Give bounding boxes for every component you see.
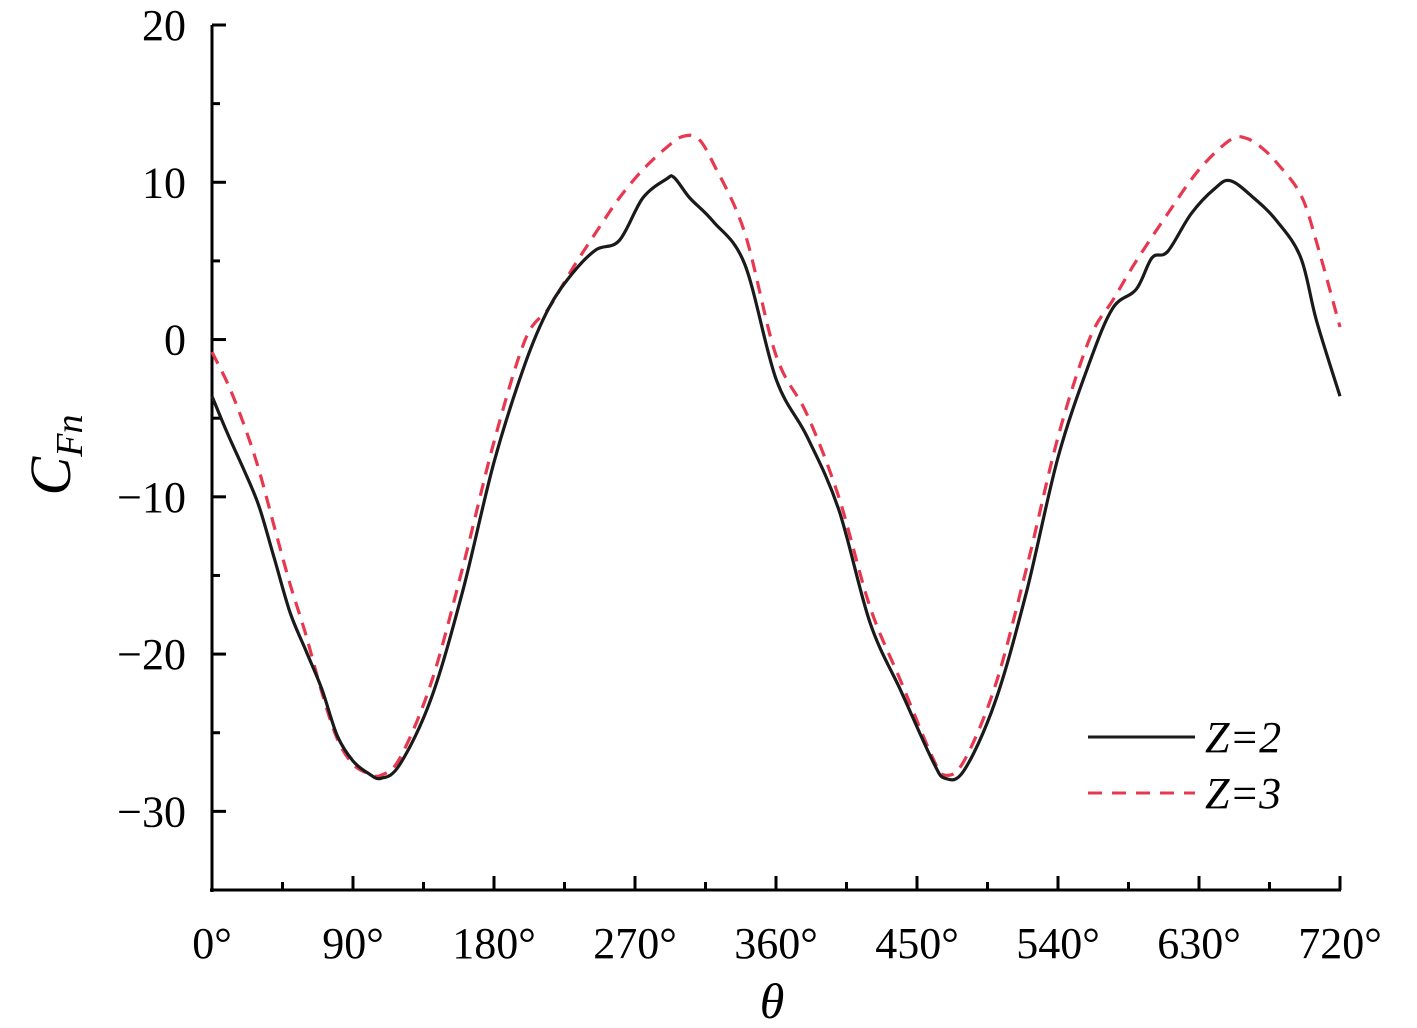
y-tick-label: −30 [117,787,186,836]
ticks [210,23,1342,892]
x-tick-label: 450° [875,919,959,968]
x-tick-label: 90° [322,919,384,968]
x-axis-title: θ [760,973,785,1028]
series-group [210,133,1342,782]
legend-label-z3: Z=3 [1205,769,1281,818]
y-axis-title: CFn [18,415,91,496]
x-tick-label: 630° [1157,919,1241,968]
x-tick-label: 180° [452,919,536,968]
y-tick-label: 0 [164,316,186,365]
legend: Z=2 Z=3 [1088,713,1281,818]
x-tick-label: 0° [192,919,232,968]
x-tick-label: 360° [734,919,818,968]
axes [210,25,1341,892]
x-tick-label: 270° [593,919,677,968]
x-tick-label: 540° [1016,919,1100,968]
x-tick-label: 720° [1298,919,1382,968]
series-line-z2 [210,174,1342,782]
y-axis-title-main: C [18,455,83,495]
y-tick-label: −20 [117,630,186,679]
tick-labels: 20 10 0 −10 −20 −30 0° 90° 180° 270° 360° 450° 540° 6… [117,1,1382,968]
y-tick-label: −10 [117,473,186,522]
y-tick-label: 10 [142,158,186,207]
legend-label-z2: Z=2 [1205,713,1281,762]
y-axis-title-subscript: Fn [49,415,91,458]
series-line-z3 [210,133,1342,778]
y-tick-label: 20 [142,1,186,50]
